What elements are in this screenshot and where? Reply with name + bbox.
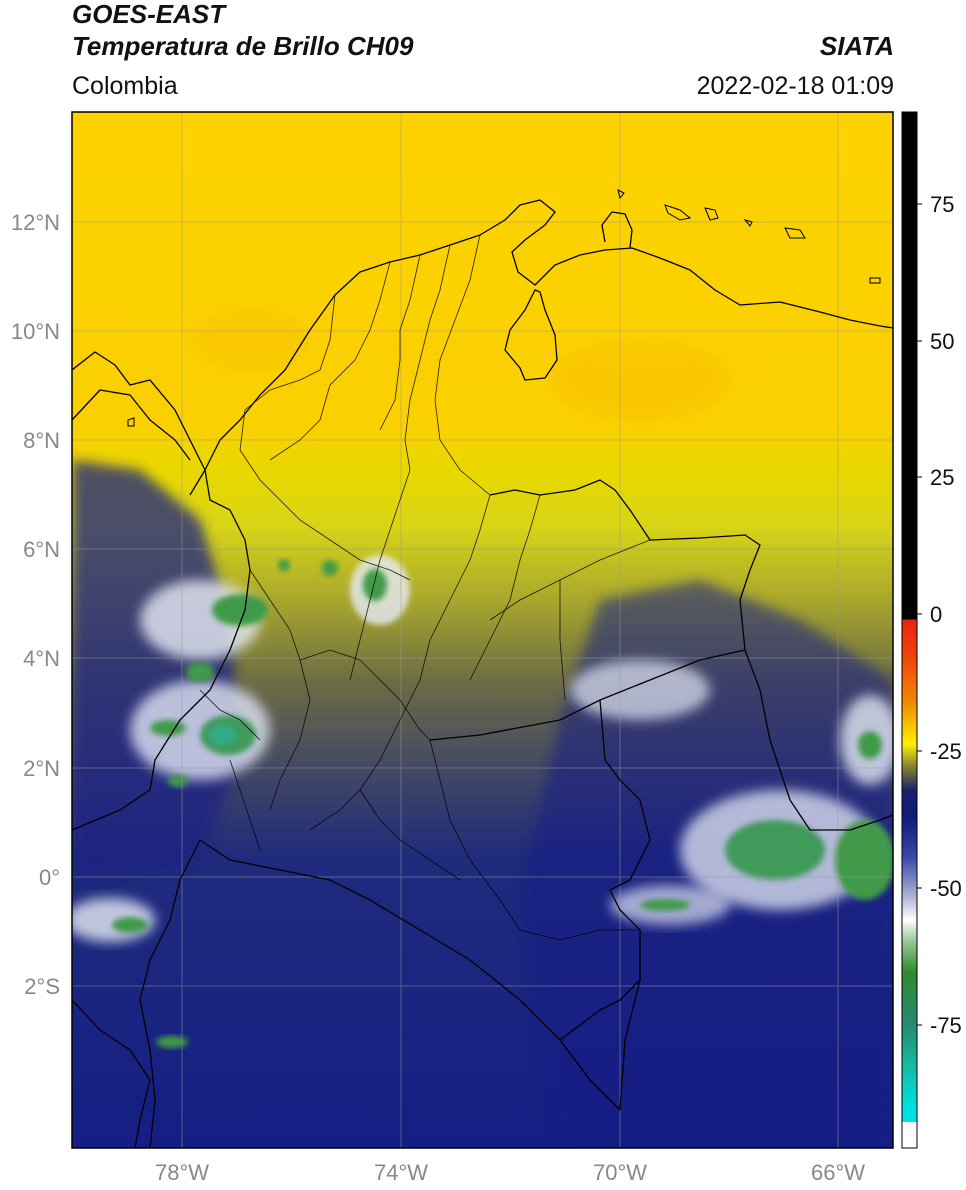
- lat-tick: 0°: [39, 865, 60, 890]
- ecuador-south-coast: [72, 999, 151, 1148]
- lat-tick: 2°S: [24, 974, 60, 999]
- colorbar-gradient: [902, 112, 917, 1148]
- colorbar-label: -50: [930, 876, 962, 901]
- lat-tick: 8°N: [23, 428, 60, 453]
- peru-brazil-border: [559, 979, 641, 1041]
- brightness-temperature-field: [72, 112, 893, 1148]
- lon-tick: 66°W: [811, 1160, 865, 1185]
- coastlines-boundaries: [72, 199, 893, 1148]
- colombia-brazil-border: [599, 699, 651, 1111]
- map-gridlines: [72, 112, 893, 1148]
- map-frame: [71, 111, 894, 1149]
- lat-tick: 6°N: [23, 537, 60, 562]
- colombia-venezuela-border: [489, 479, 893, 831]
- lat-tick-labels: 12°N 10°N 8°N 6°N 4°N 2°N 0° 2°S: [11, 210, 60, 999]
- colombia-peru-border: [199, 839, 621, 1111]
- colorbar-label: 75: [930, 192, 954, 217]
- caribbean-coastline: [189, 199, 893, 496]
- lon-tick: 70°W: [593, 1160, 647, 1185]
- department-boundaries: [199, 234, 651, 941]
- lat-tick: 4°N: [23, 646, 60, 671]
- lon-tick: 78°W: [155, 1160, 209, 1185]
- lon-tick: 74°W: [374, 1160, 428, 1185]
- peninsula-paraguana: [601, 211, 633, 249]
- colorbar-label: 25: [930, 465, 954, 490]
- colorbar-label: -75: [930, 1013, 962, 1038]
- colorbar: 75 50 25 0 -25 -50 -75: [901, 111, 962, 1149]
- colorbar-label: 0: [930, 602, 942, 627]
- datetime-label: 2022-02-18 01:09: [696, 72, 894, 100]
- lon-tick-labels: 78°W 74°W 70°W 66°W: [155, 1160, 865, 1185]
- ecuador-peru-border: [139, 839, 201, 1148]
- panama-coast: [72, 389, 191, 461]
- lat-tick: 2°N: [23, 756, 60, 781]
- pacific-coast: [72, 351, 251, 831]
- product-title: Temperatura de Brillo CH09: [72, 31, 414, 61]
- islands: [127, 189, 881, 427]
- lat-tick: 10°N: [11, 319, 60, 344]
- lat-tick: 12°N: [11, 210, 60, 235]
- colorbar-label: 50: [930, 329, 954, 354]
- satellite-title: GOES-EAST: [72, 0, 226, 29]
- region-label: Colombia: [72, 72, 178, 100]
- colorbar-frame: [901, 111, 918, 1149]
- lake-maracaibo: [504, 289, 558, 381]
- colorbar-label: -25: [930, 739, 962, 764]
- brand-label: SIATA: [819, 31, 894, 61]
